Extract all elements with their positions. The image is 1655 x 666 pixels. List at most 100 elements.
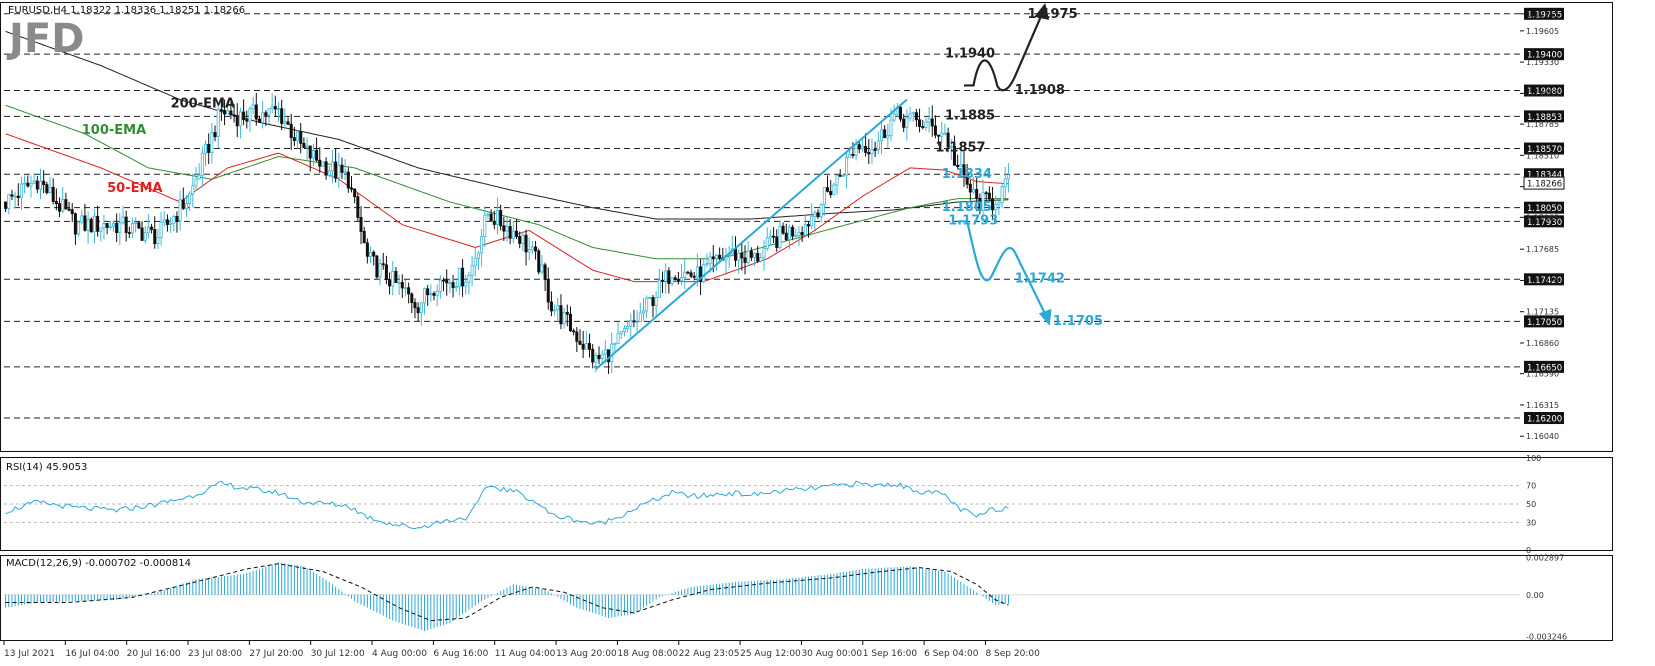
candle-body — [280, 108, 284, 124]
candle-body — [594, 354, 598, 363]
price-panel-frame — [0, 2, 1613, 452]
candle-body — [375, 255, 379, 278]
candle-body — [851, 153, 855, 156]
x-tick-label: 6 Aug 16:00 — [433, 649, 488, 659]
candle-body — [968, 183, 972, 193]
candle-body — [153, 229, 157, 245]
candle-body — [264, 112, 268, 116]
bullish-arrow-head — [1034, 3, 1050, 21]
candle-body — [753, 253, 757, 258]
candle-body — [588, 343, 592, 350]
candle-body — [511, 230, 515, 239]
bearish-scenario-path — [957, 220, 1048, 318]
candle-body — [207, 143, 211, 153]
x-tick-label: 6 Sep 04:00 — [924, 649, 979, 659]
candle-body — [54, 201, 58, 204]
candle-body — [318, 159, 322, 167]
candle-body — [372, 251, 376, 257]
candle-body — [492, 220, 496, 225]
candle-body — [315, 149, 319, 161]
level-marker-label: 1.16200 — [1527, 415, 1562, 425]
candle-body — [150, 226, 154, 230]
candle-body — [848, 153, 852, 158]
candle-body — [527, 249, 531, 253]
candle-body — [223, 109, 227, 115]
candle-body — [330, 161, 334, 172]
candle-body — [505, 226, 509, 232]
candle-body — [597, 354, 601, 360]
candle-body — [987, 192, 991, 200]
candle-body — [870, 149, 874, 155]
candle-body — [26, 182, 30, 187]
candle-body — [756, 253, 760, 262]
candle-body — [470, 265, 474, 276]
candle-body — [432, 293, 436, 296]
candle-body — [562, 312, 566, 325]
candle-body — [38, 180, 43, 190]
candle-body — [759, 257, 763, 262]
level-marker-label: 1.17050 — [1527, 318, 1562, 328]
candle-body — [388, 279, 392, 287]
candle-body — [949, 145, 953, 148]
candle-body — [937, 134, 941, 137]
candle-body — [619, 331, 623, 334]
candle-body — [695, 266, 699, 278]
candle-body — [797, 232, 801, 236]
candle-body — [746, 250, 750, 263]
x-tick-label: 16 Jul 04:00 — [65, 649, 119, 659]
candle-body — [111, 222, 115, 228]
candle-body — [787, 226, 791, 241]
candle-body — [495, 210, 499, 225]
candle-body — [67, 208, 71, 211]
y-tick-label: 1.19755 — [1526, 10, 1559, 19]
candle-body — [873, 149, 877, 151]
candle-body — [699, 266, 703, 282]
candle-body — [311, 149, 315, 159]
candle-body — [273, 106, 277, 110]
candle-body — [353, 188, 357, 198]
candle-body — [362, 231, 366, 244]
candle-body — [165, 219, 169, 225]
candle-body — [58, 203, 62, 212]
candle-body — [169, 222, 173, 225]
candle-body — [905, 117, 909, 128]
candle-body — [118, 222, 122, 234]
candle-body — [860, 145, 864, 150]
y-tick-label: 1.18785 — [1526, 120, 1559, 129]
level-marker — [1524, 360, 1564, 373]
candle-body — [127, 232, 131, 234]
candle-body — [838, 174, 842, 177]
candle-body — [899, 106, 903, 120]
candle-body — [959, 164, 963, 168]
candle-body — [321, 161, 325, 167]
macd-tick-label: -0.003246 — [1526, 633, 1567, 642]
candle-body — [299, 131, 303, 144]
candle-body — [435, 291, 439, 296]
level-marker-label: 1.18050 — [1527, 204, 1562, 214]
candle-body — [346, 171, 350, 189]
candle-body — [70, 209, 74, 215]
macd-tick-label: 0.002897 — [1526, 553, 1564, 562]
candle-body — [42, 180, 46, 185]
candle-body — [810, 215, 814, 227]
candle-body — [457, 267, 461, 287]
candle-body — [248, 108, 252, 122]
candle-body — [737, 252, 741, 261]
candle-body — [876, 140, 880, 151]
candle-body — [918, 119, 922, 127]
candle-body — [438, 279, 442, 292]
candle-body — [591, 348, 595, 363]
candle-body — [803, 224, 807, 236]
candle-body — [883, 129, 887, 139]
candle-body — [267, 108, 271, 116]
candle-body — [35, 180, 39, 190]
candle-body — [96, 215, 100, 232]
candle-body — [616, 332, 620, 344]
candle-body — [822, 187, 826, 206]
candle-body — [930, 118, 934, 127]
bearish-arrow-head — [1038, 308, 1052, 326]
candle-body — [791, 226, 795, 237]
candle-body — [381, 263, 385, 266]
candle-body — [629, 320, 633, 327]
